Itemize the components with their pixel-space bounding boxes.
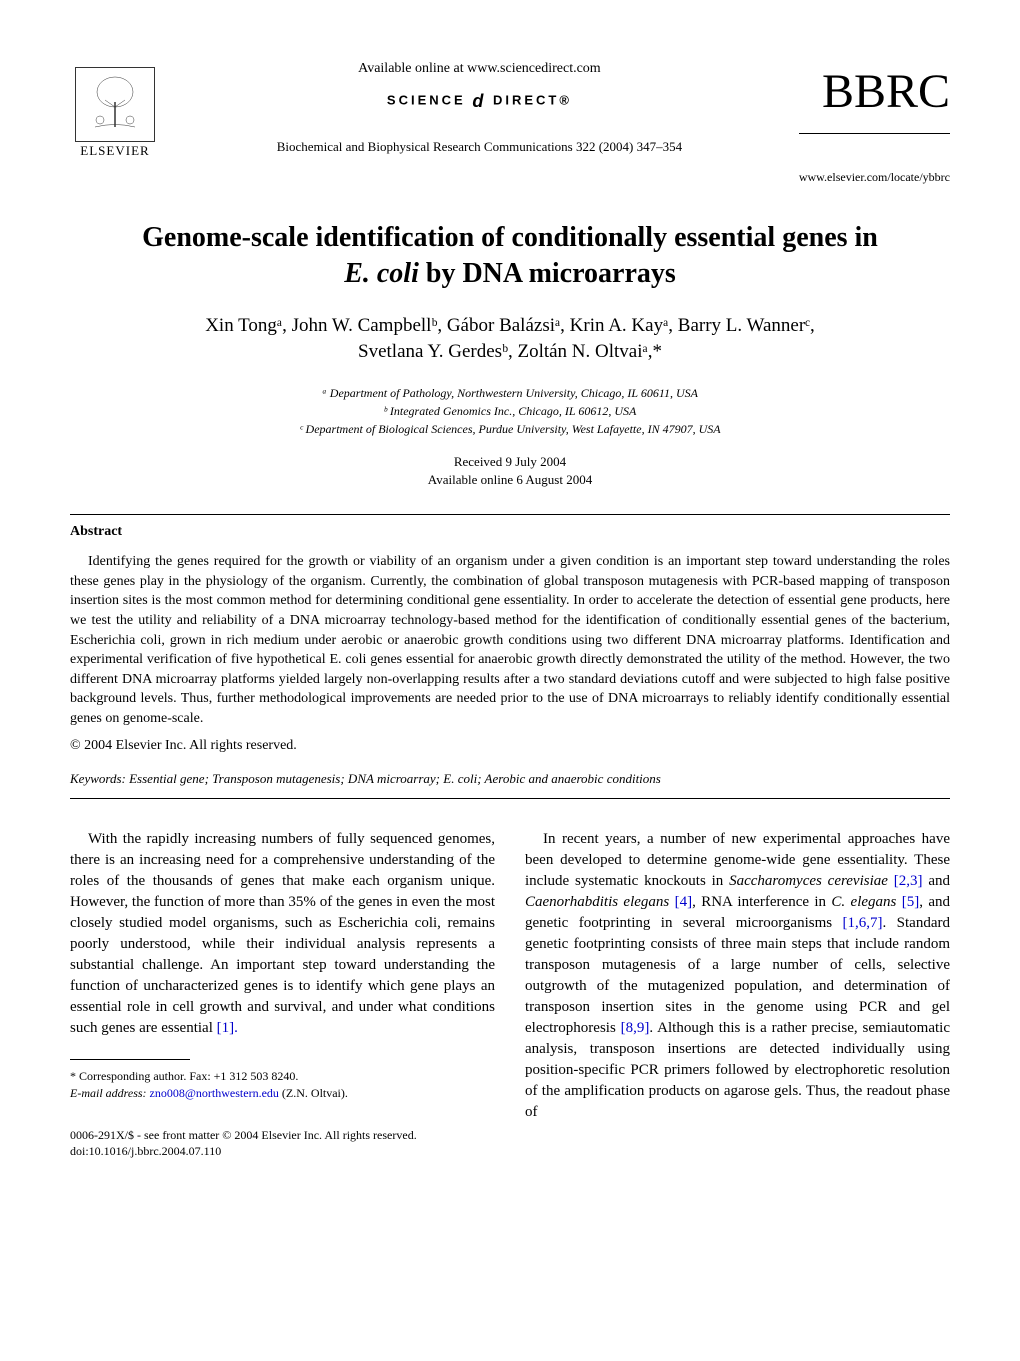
species-1: Saccharomyces cerevisiae (729, 873, 888, 889)
doi-block: 0006-291X/$ - see front matter © 2004 El… (70, 1127, 495, 1161)
article-dates: Received 9 July 2004 Available online 6 … (70, 453, 950, 489)
elsevier-tree-icon (75, 67, 155, 142)
doi-line: doi:10.1016/j.bbrc.2004.07.110 (70, 1143, 495, 1160)
available-online-text: Available online at www.sciencedirect.co… (180, 60, 779, 79)
body-columns: With the rapidly increasing numbers of f… (70, 829, 950, 1160)
keywords: Keywords: Essential gene; Transposon mut… (70, 770, 950, 788)
journal-url: www.elsevier.com/locate/ybbrc (799, 169, 950, 185)
affiliation-a: ᵃ Department of Pathology, Northwestern … (70, 384, 950, 402)
left-para-text: With the rapidly increasing numbers of f… (70, 831, 495, 1036)
ref-link-23[interactable]: [2,3] (888, 873, 923, 889)
left-column: With the rapidly increasing numbers of f… (70, 829, 495, 1160)
email-suffix: (Z.N. Oltvai). (279, 1086, 348, 1100)
center-header: Available online at www.sciencedirect.co… (160, 60, 799, 156)
front-matter-line: 0006-291X/$ - see front matter © 2004 El… (70, 1127, 495, 1144)
abstract-top-divider (70, 514, 950, 515)
received-date: Received 9 July 2004 (70, 453, 950, 471)
authors: Xin Tongᵃ, John W. Campbellᵇ, Gábor Balá… (70, 313, 950, 366)
right-paragraph: In recent years, a number of new experim… (525, 829, 950, 1123)
copyright-text: © 2004 Elsevier Inc. All rights reserved… (70, 737, 950, 756)
authors-line-1: Xin Tongᵃ, John W. Campbellᵇ, Gábor Balá… (70, 313, 950, 340)
right-column: In recent years, a number of new experim… (525, 829, 950, 1160)
ref-link-89[interactable]: [8,9] (621, 1020, 650, 1036)
ref-link-5[interactable]: [5] (896, 894, 919, 910)
elsevier-logo: ELSEVIER (70, 60, 160, 160)
abstract-bottom-divider (70, 798, 950, 799)
elsevier-text: ELSEVIER (80, 142, 149, 160)
keywords-label: Keywords: (70, 771, 126, 786)
email-label: E-mail address: (70, 1086, 147, 1100)
ref-link-1[interactable]: [1]. (217, 1020, 238, 1036)
affiliation-b: ᵇ Integrated Genomics Inc., Chicago, IL … (70, 402, 950, 420)
sd-d-icon: d (472, 89, 486, 113)
page-header: ELSEVIER Available online at www.science… (70, 60, 950, 185)
species-3: C. elegans (831, 894, 896, 910)
footnote-email: E-mail address: zno008@northwestern.edu … (70, 1085, 495, 1102)
left-paragraph: With the rapidly increasing numbers of f… (70, 829, 495, 1039)
footnote-corresponding: * Corresponding author. Fax: +1 312 503 … (70, 1068, 495, 1085)
keywords-text: Essential gene; Transposon mutagenesis; … (126, 771, 661, 786)
abstract-text: Identifying the genes required for the g… (70, 552, 950, 728)
science-label: SCIENCE (387, 92, 466, 107)
bbrc-logo: BBRC (799, 60, 950, 125)
ref-link-167[interactable]: [1,6,7] (843, 915, 883, 931)
article-title: Genome-scale identification of condition… (130, 220, 890, 293)
journal-citation: Biochemical and Biophysical Research Com… (180, 138, 779, 156)
science-direct-logo: SCIENCE d DIRECT® (180, 89, 779, 113)
right-text-3: , RNA interference in (692, 894, 831, 910)
affiliations: ᵃ Department of Pathology, Northwestern … (70, 384, 950, 438)
footnote-divider (70, 1059, 190, 1060)
affiliation-c: ᶜ Department of Biological Sciences, Pur… (70, 420, 950, 438)
abstract-heading: Abstract (70, 523, 950, 542)
right-text-2: and (923, 873, 950, 889)
authors-line-2: Svetlana Y. Gerdesᵇ, Zoltán N. Oltvaiᵃ,* (70, 339, 950, 366)
ref-link-4[interactable]: [4] (669, 894, 692, 910)
direct-label: DIRECT® (493, 92, 572, 107)
right-header: BBRC www.elsevier.com/locate/ybbrc (799, 60, 950, 185)
online-date: Available online 6 August 2004 (70, 471, 950, 489)
header-divider (799, 133, 950, 134)
right-text-5: . Standard genetic footprinting consists… (525, 915, 950, 1036)
species-2: Caenorhabditis elegans (525, 894, 669, 910)
email-link[interactable]: zno008@northwestern.edu (147, 1086, 279, 1100)
